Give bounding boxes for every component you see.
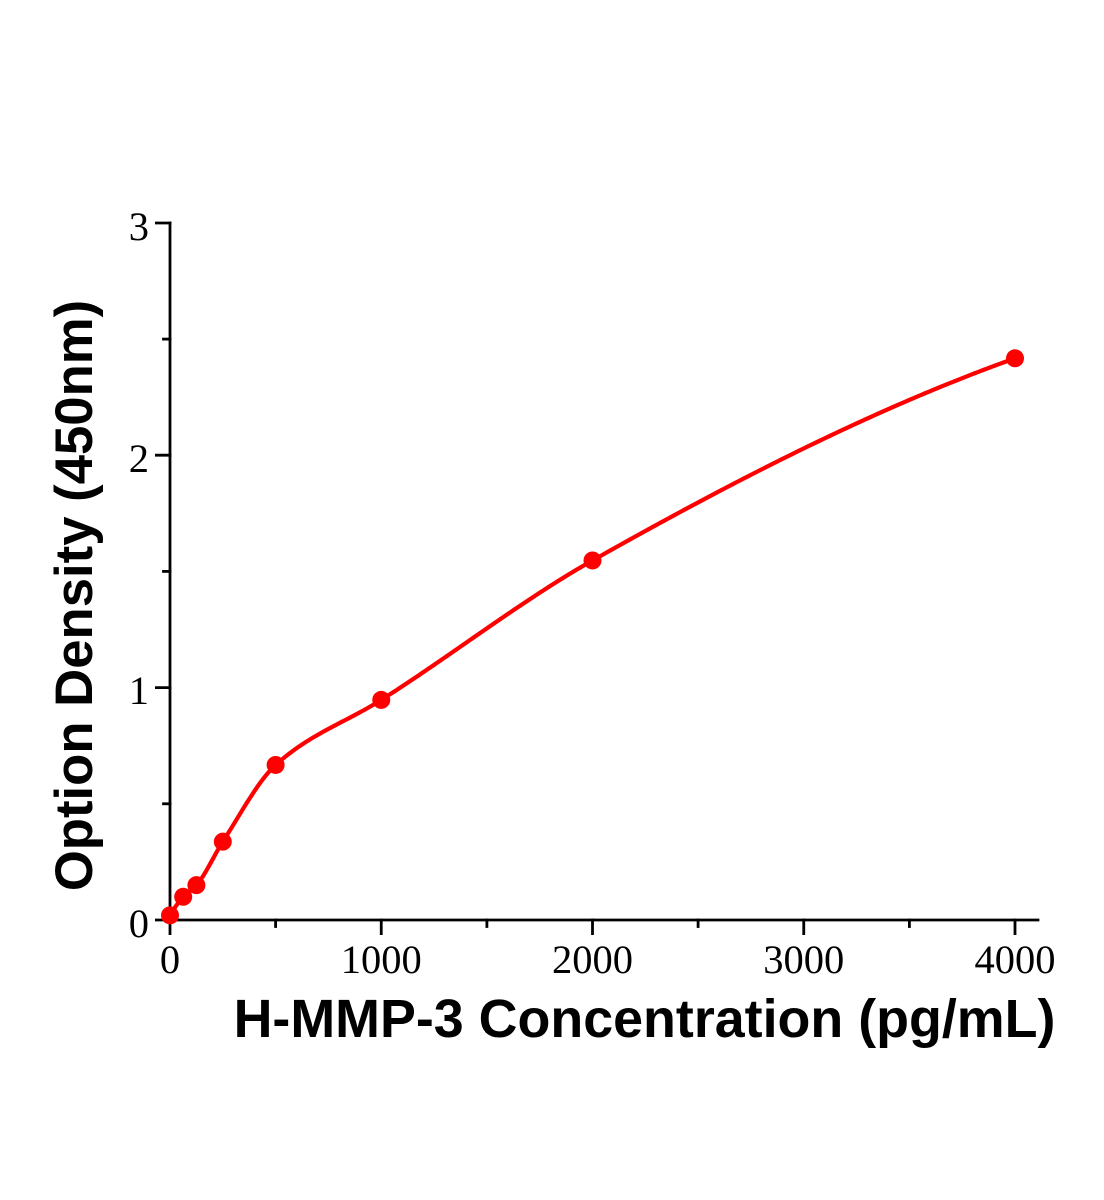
svg-text:H-MMP-3 Concentration (pg/mL): H-MMP-3 Concentration (pg/mL): [234, 989, 1056, 1049]
svg-text:3000: 3000: [763, 937, 844, 982]
svg-text:1: 1: [129, 668, 149, 713]
svg-text:Option Density (450nm): Option Density (450nm): [45, 300, 104, 891]
svg-text:0: 0: [129, 901, 149, 946]
svg-text:4000: 4000: [975, 937, 1056, 982]
svg-text:0: 0: [160, 937, 180, 982]
svg-text:3: 3: [129, 204, 149, 249]
svg-text:1000: 1000: [341, 937, 422, 982]
svg-text:2000: 2000: [552, 937, 633, 982]
svg-text:2: 2: [129, 436, 149, 481]
